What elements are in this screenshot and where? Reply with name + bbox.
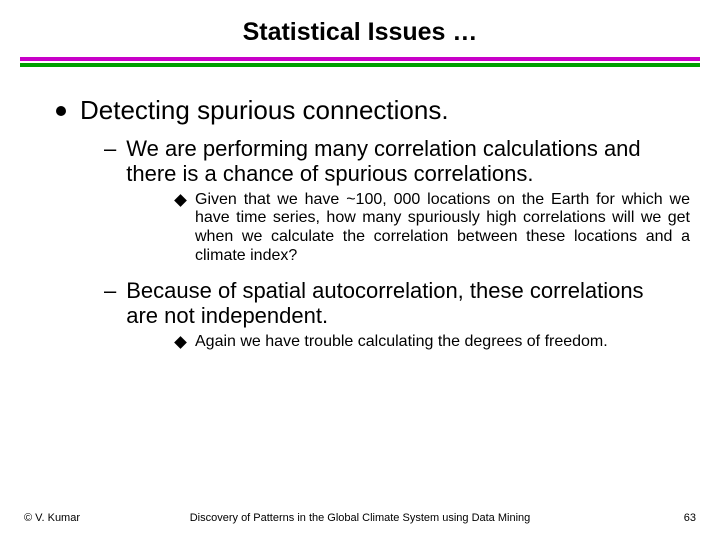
bullet-level2-text: Because of spatial autocorrelation, thes… bbox=[126, 278, 666, 329]
bullet-level3: Given that we have ~100, 000 locations o… bbox=[176, 191, 690, 267]
footer-title: Discovery of Patterns in the Global Clim… bbox=[190, 512, 531, 524]
bullet-level2: – We are performing many correlation cal… bbox=[104, 136, 690, 187]
bullet-level3-text: Given that we have ~100, 000 locations o… bbox=[195, 191, 690, 267]
slide-body: Detecting spurious connections. – We are… bbox=[20, 67, 700, 352]
slide: Statistical Issues … Detecting spurious … bbox=[0, 0, 720, 540]
slide-footer: © V. Kumar Discovery of Patterns in the … bbox=[0, 512, 720, 524]
bullet-level2: – Because of spatial autocorrelation, th… bbox=[104, 278, 690, 329]
bullet-level2-text: We are performing many correlation calcu… bbox=[126, 136, 666, 187]
footer-author: © V. Kumar bbox=[24, 512, 80, 524]
circle-bullet-icon bbox=[56, 106, 66, 116]
bullet-level1: Detecting spurious connections. bbox=[56, 95, 690, 126]
dash-bullet-icon: – bbox=[104, 136, 116, 161]
dash-bullet-icon: – bbox=[104, 278, 116, 303]
bullet-level3: Again we have trouble calculating the de… bbox=[176, 333, 690, 352]
bullet-level3-text: Again we have trouble calculating the de… bbox=[195, 333, 608, 352]
diamond-bullet-icon bbox=[174, 194, 187, 207]
diamond-bullet-icon bbox=[174, 336, 187, 349]
divider-top bbox=[20, 57, 700, 61]
slide-title: Statistical Issues … bbox=[20, 18, 700, 47]
bullet-level1-text: Detecting spurious connections. bbox=[80, 95, 449, 126]
footer-page-number: 63 bbox=[684, 512, 696, 524]
